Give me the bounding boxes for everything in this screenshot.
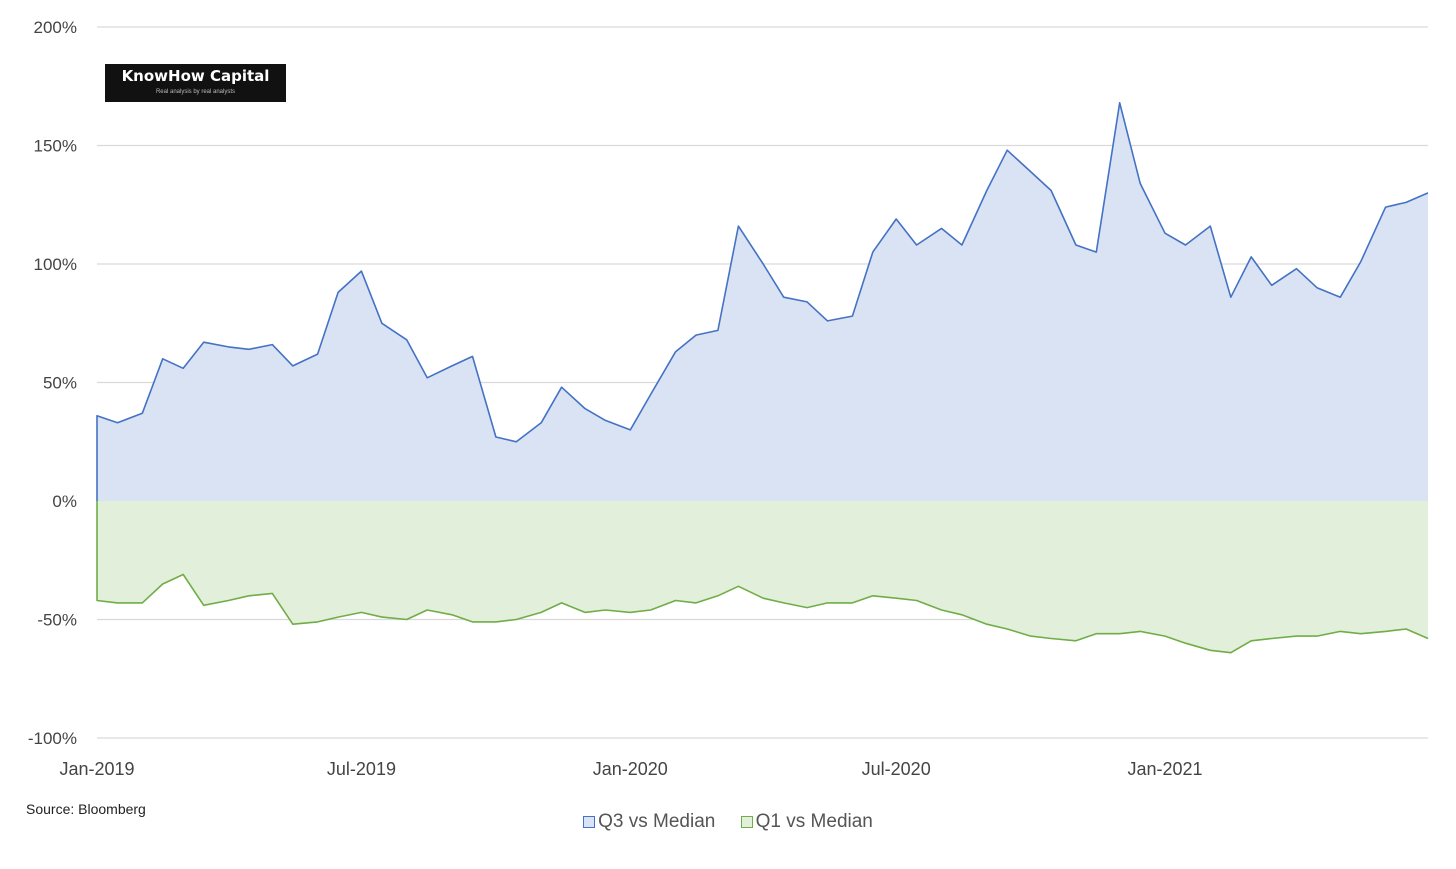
q1-line [96, 501, 1429, 654]
x-axis: Jan-2019 Jul-2019 Jan-2020 Jul-2020 Jan-2021 [59, 759, 1202, 779]
legend: Q3 vs Median Q1 vs Median [0, 811, 1456, 834]
y-tick-label: -100% [28, 729, 77, 748]
legend-swatch-q3 [583, 816, 596, 828]
x-tick-label: Jan-2021 [1127, 759, 1202, 779]
y-tick-label: 150% [34, 137, 77, 156]
x-tick-label: Jan-2019 [59, 759, 134, 779]
y-tick-label: -50% [37, 611, 77, 630]
series-lines [96, 102, 1429, 654]
y-tick-label: 200% [34, 18, 77, 37]
q1-area [97, 501, 1428, 653]
legend-item-q1: Q1 vs Median [740, 811, 873, 833]
x-tick-label: Jan-2020 [593, 759, 668, 779]
q3-line [96, 102, 1429, 501]
y-tick-label: 0% [52, 492, 77, 511]
y-tick-label: 50% [43, 374, 77, 393]
logo-tagline: Real analysis by real analysts [155, 89, 236, 95]
y-axis: 200% 150% 100% 50% 0% -50% -100% [28, 18, 77, 748]
y-tick-label: 100% [34, 255, 77, 274]
x-tick-label: Jul-2020 [862, 759, 931, 779]
q3-area [97, 102, 1428, 502]
series-areas [97, 102, 1428, 653]
legend-item-q3: Q3 vs Median [583, 811, 715, 833]
logo-title: KnowHow Capital [121, 67, 270, 85]
source-note: Source: Bloomberg [26, 801, 146, 817]
legend-label-q3: Q3 vs Median [598, 811, 716, 832]
knowhow-capital-logo: KnowHow Capital Real analysis by real an… [105, 64, 286, 102]
legend-swatch-q1 [740, 816, 753, 828]
legend-label-q1: Q1 vs Median [755, 811, 873, 832]
x-tick-label: Jul-2019 [327, 759, 396, 779]
